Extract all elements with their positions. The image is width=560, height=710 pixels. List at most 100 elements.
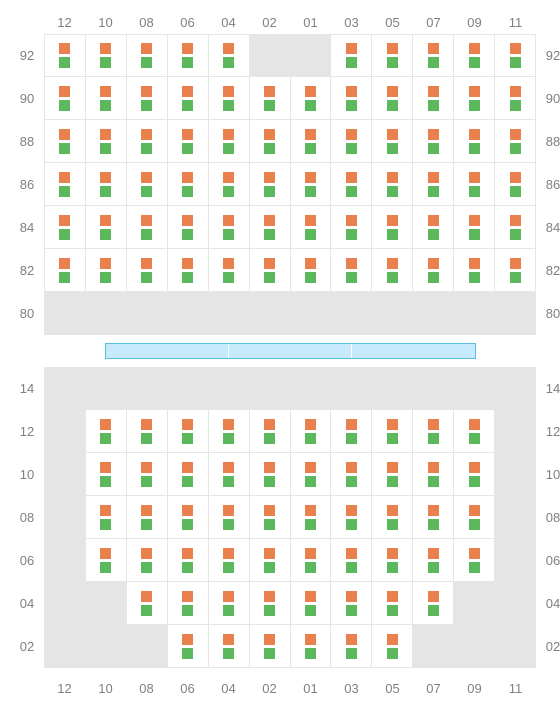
seat-cell[interactable] xyxy=(209,410,250,453)
seat-cell[interactable] xyxy=(331,34,372,77)
seat-cell[interactable] xyxy=(372,539,413,582)
seat-cell[interactable] xyxy=(209,539,250,582)
seat-cell[interactable] xyxy=(454,206,495,249)
seat-cell[interactable] xyxy=(168,410,209,453)
seat-cell[interactable] xyxy=(331,496,372,539)
seat-cell[interactable] xyxy=(413,34,454,77)
seat-cell[interactable] xyxy=(454,453,495,496)
seat-cell[interactable] xyxy=(372,120,413,163)
seat-cell[interactable] xyxy=(291,163,332,206)
seat-cell[interactable] xyxy=(291,249,332,292)
seat-cell[interactable] xyxy=(331,539,372,582)
seat-cell[interactable] xyxy=(454,120,495,163)
seat-cell[interactable] xyxy=(291,582,332,625)
seat-cell[interactable] xyxy=(372,496,413,539)
seat-cell[interactable] xyxy=(331,453,372,496)
seat-cell[interactable] xyxy=(250,539,291,582)
seat-cell[interactable] xyxy=(372,206,413,249)
seat-cell[interactable] xyxy=(454,249,495,292)
seat-cell[interactable] xyxy=(413,582,454,625)
seat-cell[interactable] xyxy=(372,582,413,625)
seat-cell[interactable] xyxy=(331,163,372,206)
seat-cell[interactable] xyxy=(291,453,332,496)
seat-cell[interactable] xyxy=(209,249,250,292)
seat-cell[interactable] xyxy=(168,120,209,163)
seat-cell[interactable] xyxy=(250,249,291,292)
seat-cell[interactable] xyxy=(86,206,127,249)
seat-cell[interactable] xyxy=(209,120,250,163)
seat-cell[interactable] xyxy=(86,120,127,163)
seat-cell[interactable] xyxy=(44,206,86,249)
seat-cell[interactable] xyxy=(291,410,332,453)
seat-cell[interactable] xyxy=(209,77,250,120)
seat-cell[interactable] xyxy=(86,410,127,453)
seat-cell[interactable] xyxy=(454,539,495,582)
seat-cell[interactable] xyxy=(291,539,332,582)
seat-cell[interactable] xyxy=(127,77,168,120)
seat-cell[interactable] xyxy=(44,77,86,120)
seat-cell[interactable] xyxy=(250,77,291,120)
seat-cell[interactable] xyxy=(250,625,291,668)
seat-cell[interactable] xyxy=(372,163,413,206)
seat-cell[interactable] xyxy=(250,582,291,625)
seat-cell[interactable] xyxy=(331,120,372,163)
seat-cell[interactable] xyxy=(413,77,454,120)
seat-cell[interactable] xyxy=(413,249,454,292)
seat-cell[interactable] xyxy=(127,410,168,453)
seat-cell[interactable] xyxy=(413,539,454,582)
seat-cell[interactable] xyxy=(209,582,250,625)
seat-cell[interactable] xyxy=(44,163,86,206)
seat-cell[interactable] xyxy=(250,410,291,453)
seat-cell[interactable] xyxy=(168,496,209,539)
seat-cell[interactable] xyxy=(168,539,209,582)
seat-cell[interactable] xyxy=(372,249,413,292)
seat-cell[interactable] xyxy=(454,34,495,77)
seat-cell[interactable] xyxy=(372,410,413,453)
seat-cell[interactable] xyxy=(454,496,495,539)
seat-cell[interactable] xyxy=(168,34,209,77)
seat-cell[interactable] xyxy=(209,34,250,77)
seat-cell[interactable] xyxy=(495,249,536,292)
seat-cell[interactable] xyxy=(127,120,168,163)
seat-cell[interactable] xyxy=(331,625,372,668)
seat-cell[interactable] xyxy=(209,163,250,206)
seat-cell[interactable] xyxy=(127,249,168,292)
seat-cell[interactable] xyxy=(372,34,413,77)
seat-cell[interactable] xyxy=(209,453,250,496)
seat-cell[interactable] xyxy=(127,206,168,249)
seat-cell[interactable] xyxy=(86,539,127,582)
seat-cell[interactable] xyxy=(331,249,372,292)
seat-cell[interactable] xyxy=(291,206,332,249)
seat-cell[interactable] xyxy=(209,496,250,539)
seat-cell[interactable] xyxy=(127,539,168,582)
seat-cell[interactable] xyxy=(413,206,454,249)
seat-cell[interactable] xyxy=(495,163,536,206)
seat-cell[interactable] xyxy=(413,496,454,539)
seat-cell[interactable] xyxy=(86,249,127,292)
seat-cell[interactable] xyxy=(250,163,291,206)
seat-cell[interactable] xyxy=(454,410,495,453)
seat-cell[interactable] xyxy=(291,625,332,668)
seat-cell[interactable] xyxy=(168,77,209,120)
seat-cell[interactable] xyxy=(291,120,332,163)
seat-cell[interactable] xyxy=(168,582,209,625)
seat-cell[interactable] xyxy=(209,206,250,249)
seat-cell[interactable] xyxy=(454,163,495,206)
seat-cell[interactable] xyxy=(86,496,127,539)
seat-cell[interactable] xyxy=(127,453,168,496)
seat-cell[interactable] xyxy=(413,410,454,453)
seat-cell[interactable] xyxy=(86,77,127,120)
seat-cell[interactable] xyxy=(168,453,209,496)
seat-cell[interactable] xyxy=(250,120,291,163)
seat-cell[interactable] xyxy=(168,249,209,292)
seat-cell[interactable] xyxy=(372,625,413,668)
seat-cell[interactable] xyxy=(44,34,86,77)
seat-cell[interactable] xyxy=(291,77,332,120)
seat-cell[interactable] xyxy=(127,163,168,206)
seat-cell[interactable] xyxy=(86,453,127,496)
seat-cell[interactable] xyxy=(168,625,209,668)
seat-cell[interactable] xyxy=(495,206,536,249)
seat-cell[interactable] xyxy=(127,34,168,77)
seat-cell[interactable] xyxy=(86,34,127,77)
seat-cell[interactable] xyxy=(168,206,209,249)
